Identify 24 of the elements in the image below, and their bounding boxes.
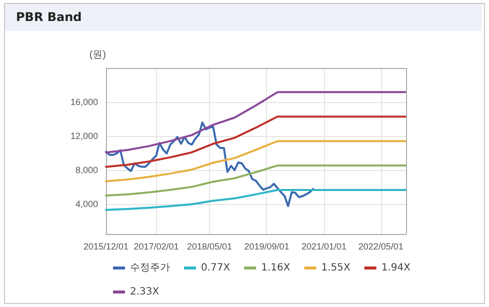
line-series (105, 188, 407, 211)
y-tick-label: 16,000 (70, 97, 98, 108)
y-tick-label: 8,000 (75, 165, 98, 176)
x-tick-label: 2015/12/01 (83, 242, 129, 252)
x-tick-label: 2022/05/01 (358, 242, 404, 252)
y-tick-label: 4,000 (75, 199, 98, 210)
x-tick-label: 2021/01/01 (301, 242, 347, 252)
x-tick-label: 2017/02/01 (134, 242, 179, 252)
chart-title: PBR Band (16, 10, 82, 24)
x-tick-label: 2019/09/01 (244, 242, 290, 252)
y-tick-label: 12,000 (70, 131, 98, 142)
legend-label: 1.55X (321, 262, 350, 274)
line-series (105, 164, 407, 197)
x-tick-label: 2018/05/01 (186, 242, 232, 252)
legend-label: 1.94X (381, 262, 411, 274)
legend-label: 0.77X (201, 262, 230, 274)
line-series (105, 140, 407, 182)
legend-label: 수정주가 (130, 262, 170, 274)
legend-label: 2.33X (130, 286, 160, 298)
line-series (105, 91, 407, 154)
y-axis-title: (원) (89, 50, 106, 60)
line-series (105, 116, 407, 168)
legend-label: 1.16X (261, 262, 290, 274)
line-series (105, 121, 314, 208)
